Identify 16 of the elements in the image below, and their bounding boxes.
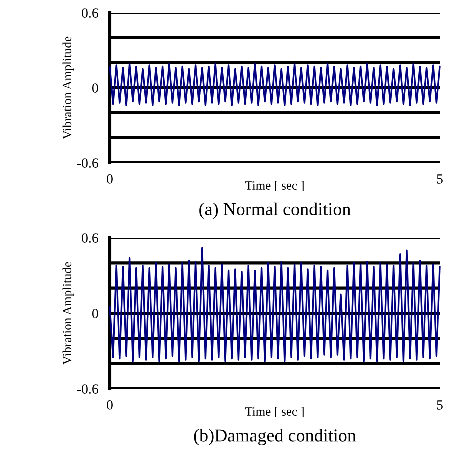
y-tick-label: -0.6: [77, 158, 98, 168]
x-tick-label: 5: [437, 400, 443, 410]
y-tick-label: 0.6: [82, 234, 98, 244]
text: (a) Normal condition: [200, 202, 351, 220]
y-tick-label: 0.6: [82, 8, 98, 18]
x-axis-title: Time [ sec ]: [245, 181, 304, 192]
y-tick-label: -0.6: [77, 384, 98, 394]
x-axis-title: Time [ sec ]: [245, 407, 304, 418]
y-axis-title: Vibration Amplitude: [62, 36, 74, 140]
y-tick-label: 0: [92, 309, 98, 318]
x-tick-label: 5: [437, 174, 443, 184]
text: (b)Damaged condition: [194, 429, 356, 446]
line-series: [109, 63, 441, 106]
y-axis-title: Vibration Amplitude: [62, 262, 74, 365]
y-tick-label: 0: [92, 84, 98, 93]
line-series: [109, 247, 441, 362]
